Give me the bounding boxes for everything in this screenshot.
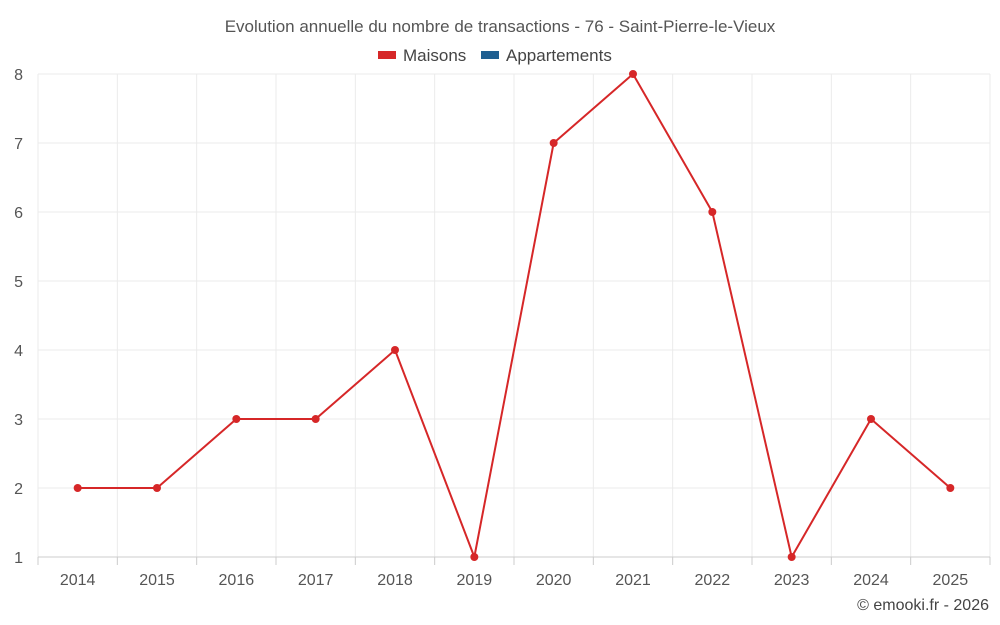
grid	[37, 73, 991, 557]
y-tick-label: 7	[14, 136, 23, 153]
y-tick-label: 1	[14, 550, 23, 567]
legend-item-appartements[interactable]: Appartements	[481, 46, 612, 65]
data-point-maisons[interactable]	[153, 484, 161, 492]
x-tick-label: 2023	[774, 572, 810, 589]
x-tick-label: 2018	[377, 572, 413, 589]
x-tick-label: 2022	[695, 572, 731, 589]
data-point-maisons[interactable]	[311, 415, 320, 423]
legend-label-appartements: Appartements	[506, 46, 612, 65]
y-tick-label: 6	[14, 205, 23, 222]
y-tick-label: 8	[14, 67, 23, 84]
x-tick-label: 2021	[615, 572, 651, 589]
data-point-maisons[interactable]	[708, 208, 717, 216]
data-point-maisons[interactable]	[787, 553, 796, 561]
data-point-maisons[interactable]	[391, 346, 399, 354]
y-tick-label: 5	[14, 274, 23, 291]
series-line-maisons	[77, 73, 951, 558]
x-tick-label: 2014	[60, 572, 96, 589]
chart-title: Evolution annuelle du nombre de transact…	[225, 17, 776, 36]
legend: Maisons Appartements	[378, 46, 612, 65]
data-point-maisons[interactable]	[232, 415, 241, 423]
legend-item-maisons[interactable]: Maisons	[378, 46, 466, 65]
y-tick-label: 2	[14, 481, 23, 498]
x-tick-label: 2015	[139, 572, 175, 589]
x-tick-label: 2019	[457, 572, 493, 589]
x-tick-label: 2024	[853, 572, 889, 589]
x-tick-label: 2025	[933, 572, 969, 589]
x-tick-label: 2016	[219, 572, 255, 589]
y-tick-label: 3	[14, 412, 23, 429]
legend-swatch-appartements	[481, 51, 499, 59]
credit-text: © emooki.fr - 2026	[857, 597, 989, 614]
y-tick-label: 4	[14, 343, 23, 360]
legend-label-maisons: Maisons	[403, 46, 466, 65]
data-point-maisons[interactable]	[73, 484, 82, 492]
legend-swatch-maisons	[378, 51, 396, 59]
data-point-maisons[interactable]	[549, 139, 558, 147]
axes: 1 2 3 4 5 6 7 8 2014 2015 2016 2017 2018 2019 2020 2021…	[14, 67, 991, 589]
data-point-maisons[interactable]	[867, 415, 875, 423]
series-layer	[73, 70, 955, 561]
x-tick-label: 2020	[536, 572, 572, 589]
data-point-maisons[interactable]	[629, 70, 637, 78]
x-tick-label: 2017	[298, 572, 334, 589]
data-point-maisons[interactable]	[946, 484, 955, 492]
data-point-maisons[interactable]	[470, 553, 479, 561]
